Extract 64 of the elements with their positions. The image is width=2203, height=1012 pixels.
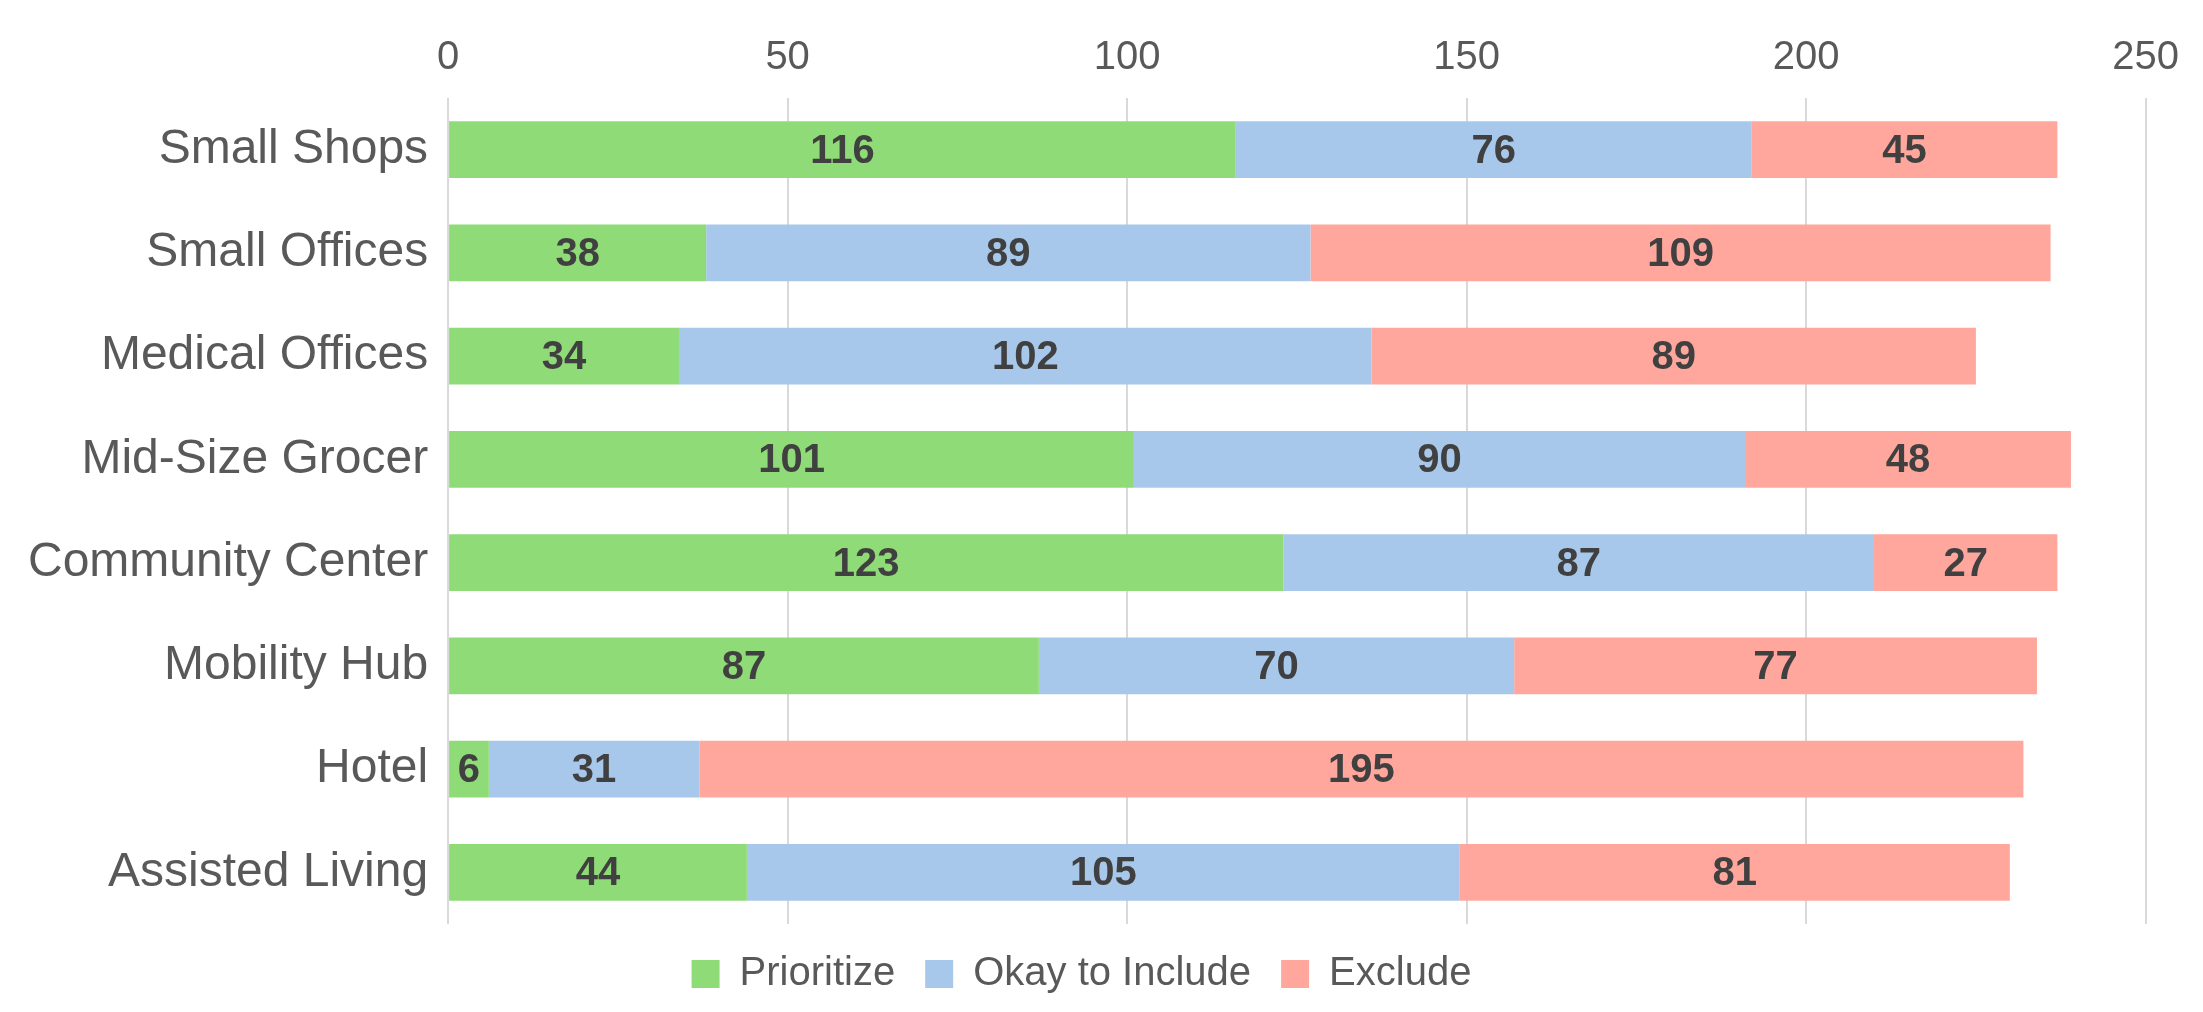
data-label: 76 [1471,126,1517,171]
data-label: 105 [1069,849,1137,894]
bar [449,637,1039,695]
x-tick-label: 50 [765,33,810,78]
bar [1459,843,2010,901]
data-label: 101 [758,436,825,481]
data-label: 89 [986,229,1031,274]
x-tick-label: 200 [1772,33,1840,78]
legend-label: Exclude [1329,949,1472,994]
bar [678,327,1372,385]
data-label: 123 [832,539,900,584]
bar [1751,121,2058,179]
data-label: 31 [571,746,617,791]
bar [488,740,700,798]
bar [699,740,2024,798]
data-label: 38 [555,229,600,274]
legend-label: Prioritize [739,949,896,994]
bar [1874,534,2058,592]
bar [449,121,1236,179]
data-label: 48 [1885,436,1931,481]
bar [449,843,747,901]
data-label: 90 [1417,436,1462,481]
data-label: 45 [1882,126,1927,171]
data-label: 34 [541,333,588,378]
bar [1038,637,1515,695]
bar [1133,430,1746,488]
data-label: 81 [1712,849,1758,894]
data-label: 87 [721,642,767,687]
y-tick-label: Mid-Size Grocer [81,429,429,483]
bar [449,534,1284,592]
x-tick-label: 100 [1093,33,1161,78]
bar [449,430,1134,488]
y-tick-label: Medical Offices [100,326,429,380]
legend-label: Okay to Include [973,949,1252,994]
data-label: 77 [1753,642,1798,687]
y-tick-label: Small Shops [158,119,429,173]
bar [1514,637,2037,695]
y-tick-label: Small Offices [146,223,429,277]
data-label: 116 [810,126,875,171]
data-label: 109 [1647,229,1714,274]
y-tick-label: Hotel [316,739,429,793]
bar [1235,121,1752,179]
x-tick-label: 0 [437,33,460,78]
bar [1310,224,2051,282]
bar [746,843,1460,901]
y-tick-label: Community Center [28,532,429,586]
bar [449,327,679,385]
data-label: 195 [1328,746,1395,791]
data-label: 6 [457,746,481,791]
bar [1283,534,1875,592]
x-tick-label: 150 [1433,33,1500,78]
data-label: 102 [991,333,1059,378]
bar [706,224,1311,282]
bar [1371,327,1976,385]
y-tick-label: Mobility Hub [164,636,429,690]
data-label: 87 [1556,539,1601,584]
data-label: 27 [1943,539,1988,584]
data-label: 89 [1651,333,1696,378]
x-tick-label: 250 [2112,33,2180,78]
data-label: 44 [575,849,621,894]
bar [1745,430,2071,488]
bar [449,224,707,282]
y-tick-label: Assisted Living [107,842,429,896]
data-label: 70 [1254,642,1299,687]
